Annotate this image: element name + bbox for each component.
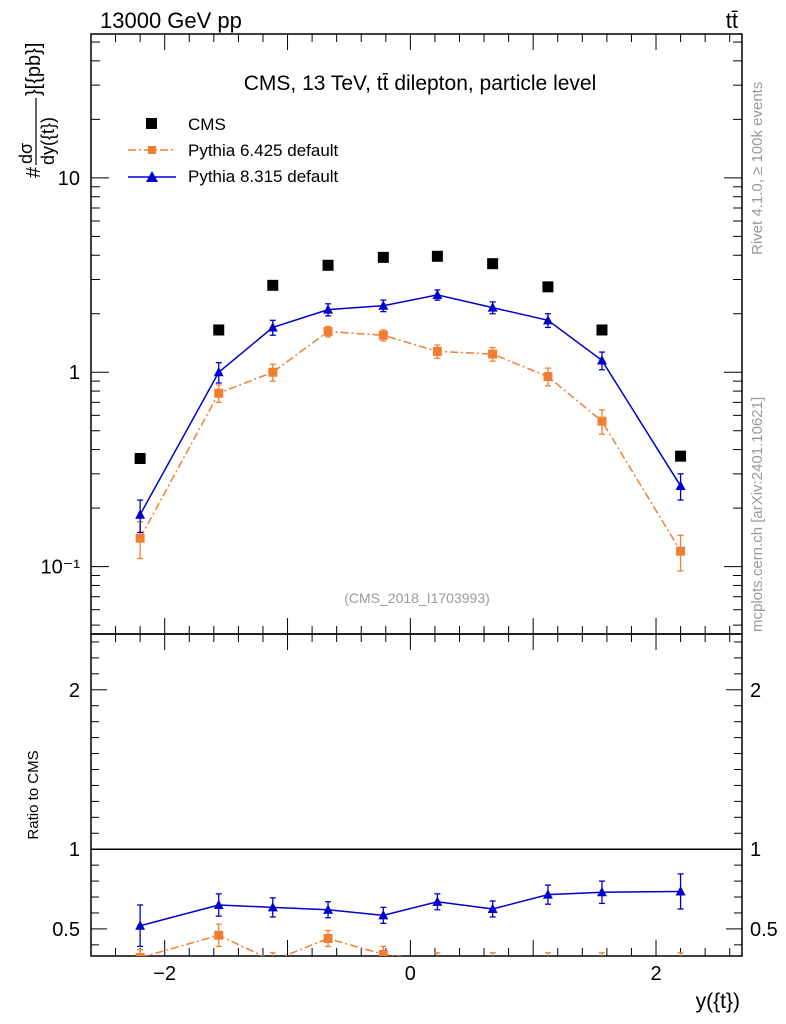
data-point-pythia6 <box>323 327 333 337</box>
rivet-side-label: Rivet 4.1.0, ≥ 100k events <box>749 82 766 255</box>
ratio-point-pythia6 <box>597 956 606 965</box>
data-point-cms <box>542 281 554 293</box>
main-plot-marks <box>134 250 687 572</box>
data-point-pythia6 <box>597 416 607 426</box>
data-point-cms <box>322 259 334 271</box>
ratio-tick-label-left: 1 <box>69 839 80 861</box>
ratio-point-pythia8 <box>135 920 146 930</box>
data-point-pythia6 <box>488 349 498 359</box>
header-energy-label: 13000 GeV pp <box>100 8 242 33</box>
data-point-pythia6 <box>268 367 278 377</box>
ratio-line-pythia8 <box>139 890 681 927</box>
data-point-pythia6 <box>135 533 145 543</box>
y-axis-label-denominator: dy({t}) <box>38 117 58 165</box>
data-point-pythia6 <box>432 346 442 356</box>
legend: CMS Pythia 6.425 default Pythia 8.315 de… <box>128 115 339 186</box>
ratio-tick-label-right: 1 <box>750 839 761 861</box>
ratio-tick-label-right: 0.5 <box>750 919 778 941</box>
data-point-pythia8 <box>267 322 278 332</box>
x-tick-label: 0 <box>405 963 416 985</box>
ratio-point-pythia8 <box>267 901 278 912</box>
legend-marker-cms <box>146 118 157 129</box>
ratio-point-pythia8 <box>542 889 553 899</box>
ratio-tick-label-left: 2 <box>69 680 80 702</box>
x-tick-label: 2 <box>650 963 661 985</box>
y-tick-label: 1 <box>69 362 80 384</box>
data-point-pythia8 <box>378 300 389 310</box>
ratio-point-pythia6 <box>676 956 685 965</box>
series-line-pythia8 <box>139 294 682 516</box>
data-point-cms <box>134 452 146 464</box>
ratio-point-pythia6 <box>543 956 552 965</box>
header-process-label: tt̄ <box>726 8 738 33</box>
data-point-cms <box>431 250 443 262</box>
ratio-point-pythia6 <box>378 949 388 956</box>
ratio-plot-marks <box>91 848 742 965</box>
data-point-pythia6 <box>214 388 224 398</box>
data-point-cms <box>267 279 279 291</box>
y-tick-label: 10⁻¹ <box>41 557 81 579</box>
ratio-point-pythia8 <box>432 896 443 906</box>
ratio-point-pythia6 <box>323 933 333 943</box>
ratio-point-pythia6 <box>268 956 277 965</box>
ratio-point-pythia8 <box>323 904 334 914</box>
axis-ticks: −2 0 2 10⁻¹ 1 10 0.5 0.5 1 1 2 2 <box>41 34 778 985</box>
y-axis-label-units: }[{pb}] <box>23 43 45 96</box>
ratio-plot-frame <box>90 633 743 957</box>
data-point-pythia8 <box>432 289 443 299</box>
ratio-y-axis-label: Ratio to CMS <box>25 750 42 839</box>
data-point-cms <box>213 324 225 336</box>
ratio-point-pythia6 <box>135 953 145 956</box>
ratio-point-pythia8 <box>378 909 389 920</box>
data-point-pythia8 <box>487 302 498 312</box>
mcplots-side-label: mcplots.cern.ch [arXiv:2401.10621] <box>749 397 766 632</box>
ratio-point-pythia8 <box>675 886 686 896</box>
ratio-tick-label-left: 0.5 <box>52 919 80 941</box>
analysis-watermark: (CMS_2018_I1703993) <box>344 590 490 606</box>
data-point-cms <box>487 258 499 270</box>
ratio-point-pythia6 <box>214 930 224 940</box>
legend-marker-pythia6 <box>148 146 156 154</box>
y-axis-label: # dσ dy({t}) }[{pb}] <box>16 43 58 178</box>
ratio-tick-label-right: 2 <box>750 680 761 702</box>
legend-label-pythia6: Pythia 6.425 default <box>188 141 339 160</box>
legend-marker-pythia8 <box>146 171 158 182</box>
legend-label-cms: CMS <box>188 115 226 134</box>
ratio-point-pythia8 <box>597 886 607 897</box>
legend-label-pythia8: Pythia 8.315 default <box>188 167 339 186</box>
data-point-pythia6 <box>676 546 686 556</box>
y-tick-label: 10 <box>58 168 80 190</box>
data-point-pythia8 <box>542 314 553 325</box>
series-line-pythia6 <box>139 330 682 552</box>
data-point-pythia8 <box>213 366 224 377</box>
ratio-point-pythia8 <box>487 903 498 914</box>
data-point-pythia6 <box>378 330 388 340</box>
data-point-pythia8 <box>675 480 686 490</box>
data-point-pythia8 <box>597 355 607 365</box>
y-axis-label-hash: # <box>23 166 45 178</box>
y-axis-label-numerator: dσ <box>16 143 36 164</box>
ratio-point-pythia6 <box>488 956 497 965</box>
ratio-point-pythia6 <box>433 956 442 965</box>
chart-title: CMS, 13 TeV, tt̄ dilepton, particle leve… <box>244 72 597 95</box>
data-point-cms <box>675 450 687 462</box>
data-point-cms <box>596 324 608 336</box>
data-point-cms <box>377 251 389 263</box>
x-axis-label: y({t}) <box>696 990 740 1013</box>
data-point-pythia6 <box>543 372 553 382</box>
x-tick-label: −2 <box>153 963 176 985</box>
data-point-pythia8 <box>135 509 146 519</box>
ratio-point-pythia8 <box>213 899 224 910</box>
data-point-pythia8 <box>323 304 334 314</box>
